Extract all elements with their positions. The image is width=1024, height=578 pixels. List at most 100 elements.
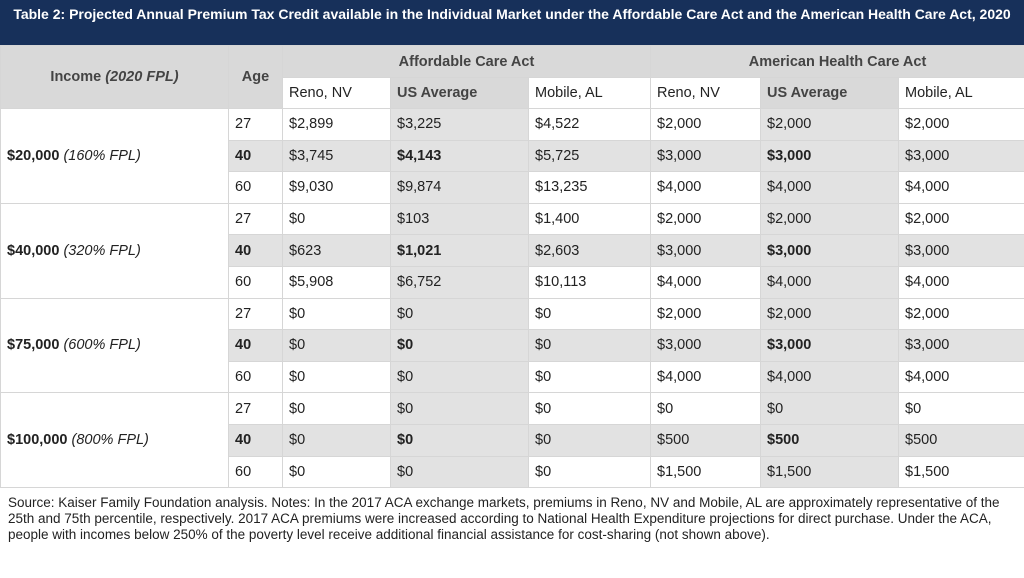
value-cell: $4,000 (650, 360, 761, 394)
value-cell: $4,000 (897, 171, 1024, 204)
value-cell: $2,000 (650, 108, 761, 141)
value-cell: $3,000 (760, 139, 899, 173)
value-cell: $13,235 (528, 171, 651, 204)
subheader-row: Reno, NV US Average Mobile, AL Reno, NV US A… (1, 77, 1024, 109)
value-cell: $3,000 (760, 329, 899, 362)
value-cell: $3,000 (897, 234, 1024, 267)
value-cell: $3,225 (390, 108, 529, 141)
value-cell: $4,000 (897, 360, 1024, 394)
income-amount: $100,000 (7, 432, 68, 449)
table-body: Income (2020 FPL) Age Affordable Care Act A… (0, 45, 1024, 489)
income-cell: $75,000 (600% FPL) (0, 297, 229, 394)
age-cell: 60 (228, 360, 283, 394)
data-row: 40 $3,745 $4,143 $5,725 $3,000 $3,000 $3,000 (1, 139, 1024, 173)
income-fpl: (160% FPL) (63, 147, 141, 164)
age-cell: 27 (228, 392, 283, 425)
column-header: Mobile, AL (897, 77, 1024, 109)
value-cell: $500 (650, 423, 761, 457)
value-cell: $0 (390, 423, 529, 457)
data-row: 60 $9,030 $9,874 $13,235 $4,000 $4,000 $4,000 (1, 171, 1024, 204)
income-note: (2020 FPL) (105, 69, 179, 85)
income-fpl: (800% FPL) (71, 432, 149, 449)
value-cell: $500 (760, 423, 899, 457)
table-title: Table 2: Projected Annual Premium Tax Cr… (0, 0, 1024, 45)
income-label: Income (50, 69, 102, 85)
value-cell: $4,000 (650, 265, 761, 299)
value-cell: $3,000 (650, 139, 761, 173)
value-cell: $0 (282, 423, 391, 457)
data-row: $40,000 (320% FPL) 27 $0 $103 $1,400 $2,000 $2… (0, 202, 1024, 299)
value-cell: $4,000 (760, 265, 899, 299)
value-cell: $4,143 (390, 139, 529, 173)
data-row: 60 $0 $0 $0 $1,500 $1,500 $1,500 (1, 455, 1024, 489)
group-header: American Health Care Act (649, 45, 1024, 78)
value-cell: $2,899 (282, 108, 391, 141)
age-cell: 40 (228, 139, 283, 173)
value-cell: $0 (390, 360, 529, 394)
value-cell: $1,400 (528, 202, 651, 236)
value-cell: $4,522 (528, 108, 651, 141)
value-cell: $623 (282, 234, 391, 267)
value-cell: $4,000 (897, 265, 1024, 299)
age-cell: 60 (228, 265, 283, 299)
value-cell: $0 (390, 392, 529, 425)
value-cell: $500 (897, 423, 1024, 457)
value-cell: $0 (390, 329, 529, 362)
value-cell: $2,000 (897, 202, 1024, 236)
source-note: Source: Kaiser Family Foundation analysi… (8, 495, 1000, 543)
data-row: 40 $0 $0 $0 $500 $500 $500 (1, 423, 1024, 457)
value-cell: $2,000 (760, 297, 899, 331)
data-row: 40 $623 $1,021 $2,603 $3,000 $3,000 $3,000 (1, 234, 1024, 267)
value-cell: $2,603 (528, 234, 651, 267)
value-cell: $0 (650, 392, 761, 425)
column-header: US Average (760, 77, 899, 109)
value-cell: $0 (897, 392, 1024, 425)
value-cell: $0 (282, 360, 391, 394)
value-cell: $1,500 (897, 455, 1024, 489)
value-cell: $2,000 (650, 202, 761, 236)
value-cell: $0 (528, 392, 651, 425)
value-cell: $0 (282, 392, 391, 425)
value-cell: $0 (282, 202, 391, 236)
column-header: US Average (390, 77, 529, 109)
value-cell: $3,000 (650, 329, 761, 362)
income-amount: $20,000 (7, 147, 60, 164)
data-row: $100,000 (800% FPL) 27 $0 $0 $0 $0 $0 $0 (0, 392, 1024, 489)
income-fpl: (320% FPL) (63, 242, 141, 259)
group-header: Affordable Care Act (282, 45, 651, 78)
header-row: Income (2020 FPL) Age Affordable Care Act A… (0, 45, 1024, 109)
value-cell: $2,000 (650, 297, 761, 331)
data-row: $75,000 (600% FPL) 27 $0 $0 $0 $2,000 $2,000 $2… (0, 297, 1024, 394)
data-row: 60 $0 $0 $0 $4,000 $4,000 $4,000 (1, 360, 1024, 394)
data-table: Income (2020 FPL) Age Affordable Care Act A… (0, 45, 1024, 489)
age-cell: 60 (228, 171, 283, 204)
value-cell: $5,725 (528, 139, 651, 173)
value-cell: $3,000 (650, 234, 761, 267)
value-cell: $0 (528, 423, 651, 457)
age-cell: 40 (228, 234, 283, 267)
value-cell: $2,000 (897, 297, 1024, 331)
value-cell: $3,000 (897, 139, 1024, 173)
age-cell: 27 (228, 297, 283, 331)
income-cell: $20,000 (160% FPL) (0, 108, 229, 204)
value-cell: $2,000 (897, 108, 1024, 141)
value-cell: $3,000 (897, 329, 1024, 362)
age-cell: 40 (228, 423, 283, 457)
column-header: Reno, NV (650, 77, 761, 109)
column-header: Reno, NV (282, 77, 391, 109)
data-row: $20,000 (160% FPL) 27 $2,899 $3,225 $4,522 $2… (0, 108, 1024, 204)
value-cell: $3,000 (760, 234, 899, 267)
value-cell: $6,752 (390, 265, 529, 299)
value-cell: $0 (390, 297, 529, 331)
value-cell: $0 (528, 329, 651, 362)
value-cell: $0 (390, 455, 529, 489)
column-header: Mobile, AL (528, 77, 651, 109)
value-cell: $0 (528, 360, 651, 394)
income-fpl: (600% FPL) (63, 337, 141, 354)
value-cell: $5,908 (282, 265, 391, 299)
data-row: 60 $5,908 $6,752 $10,113 $4,000 $4,000 $4,000 (1, 265, 1024, 299)
age-header: Age (228, 45, 283, 109)
value-cell: $0 (528, 297, 651, 331)
value-cell: $1,500 (650, 455, 761, 489)
